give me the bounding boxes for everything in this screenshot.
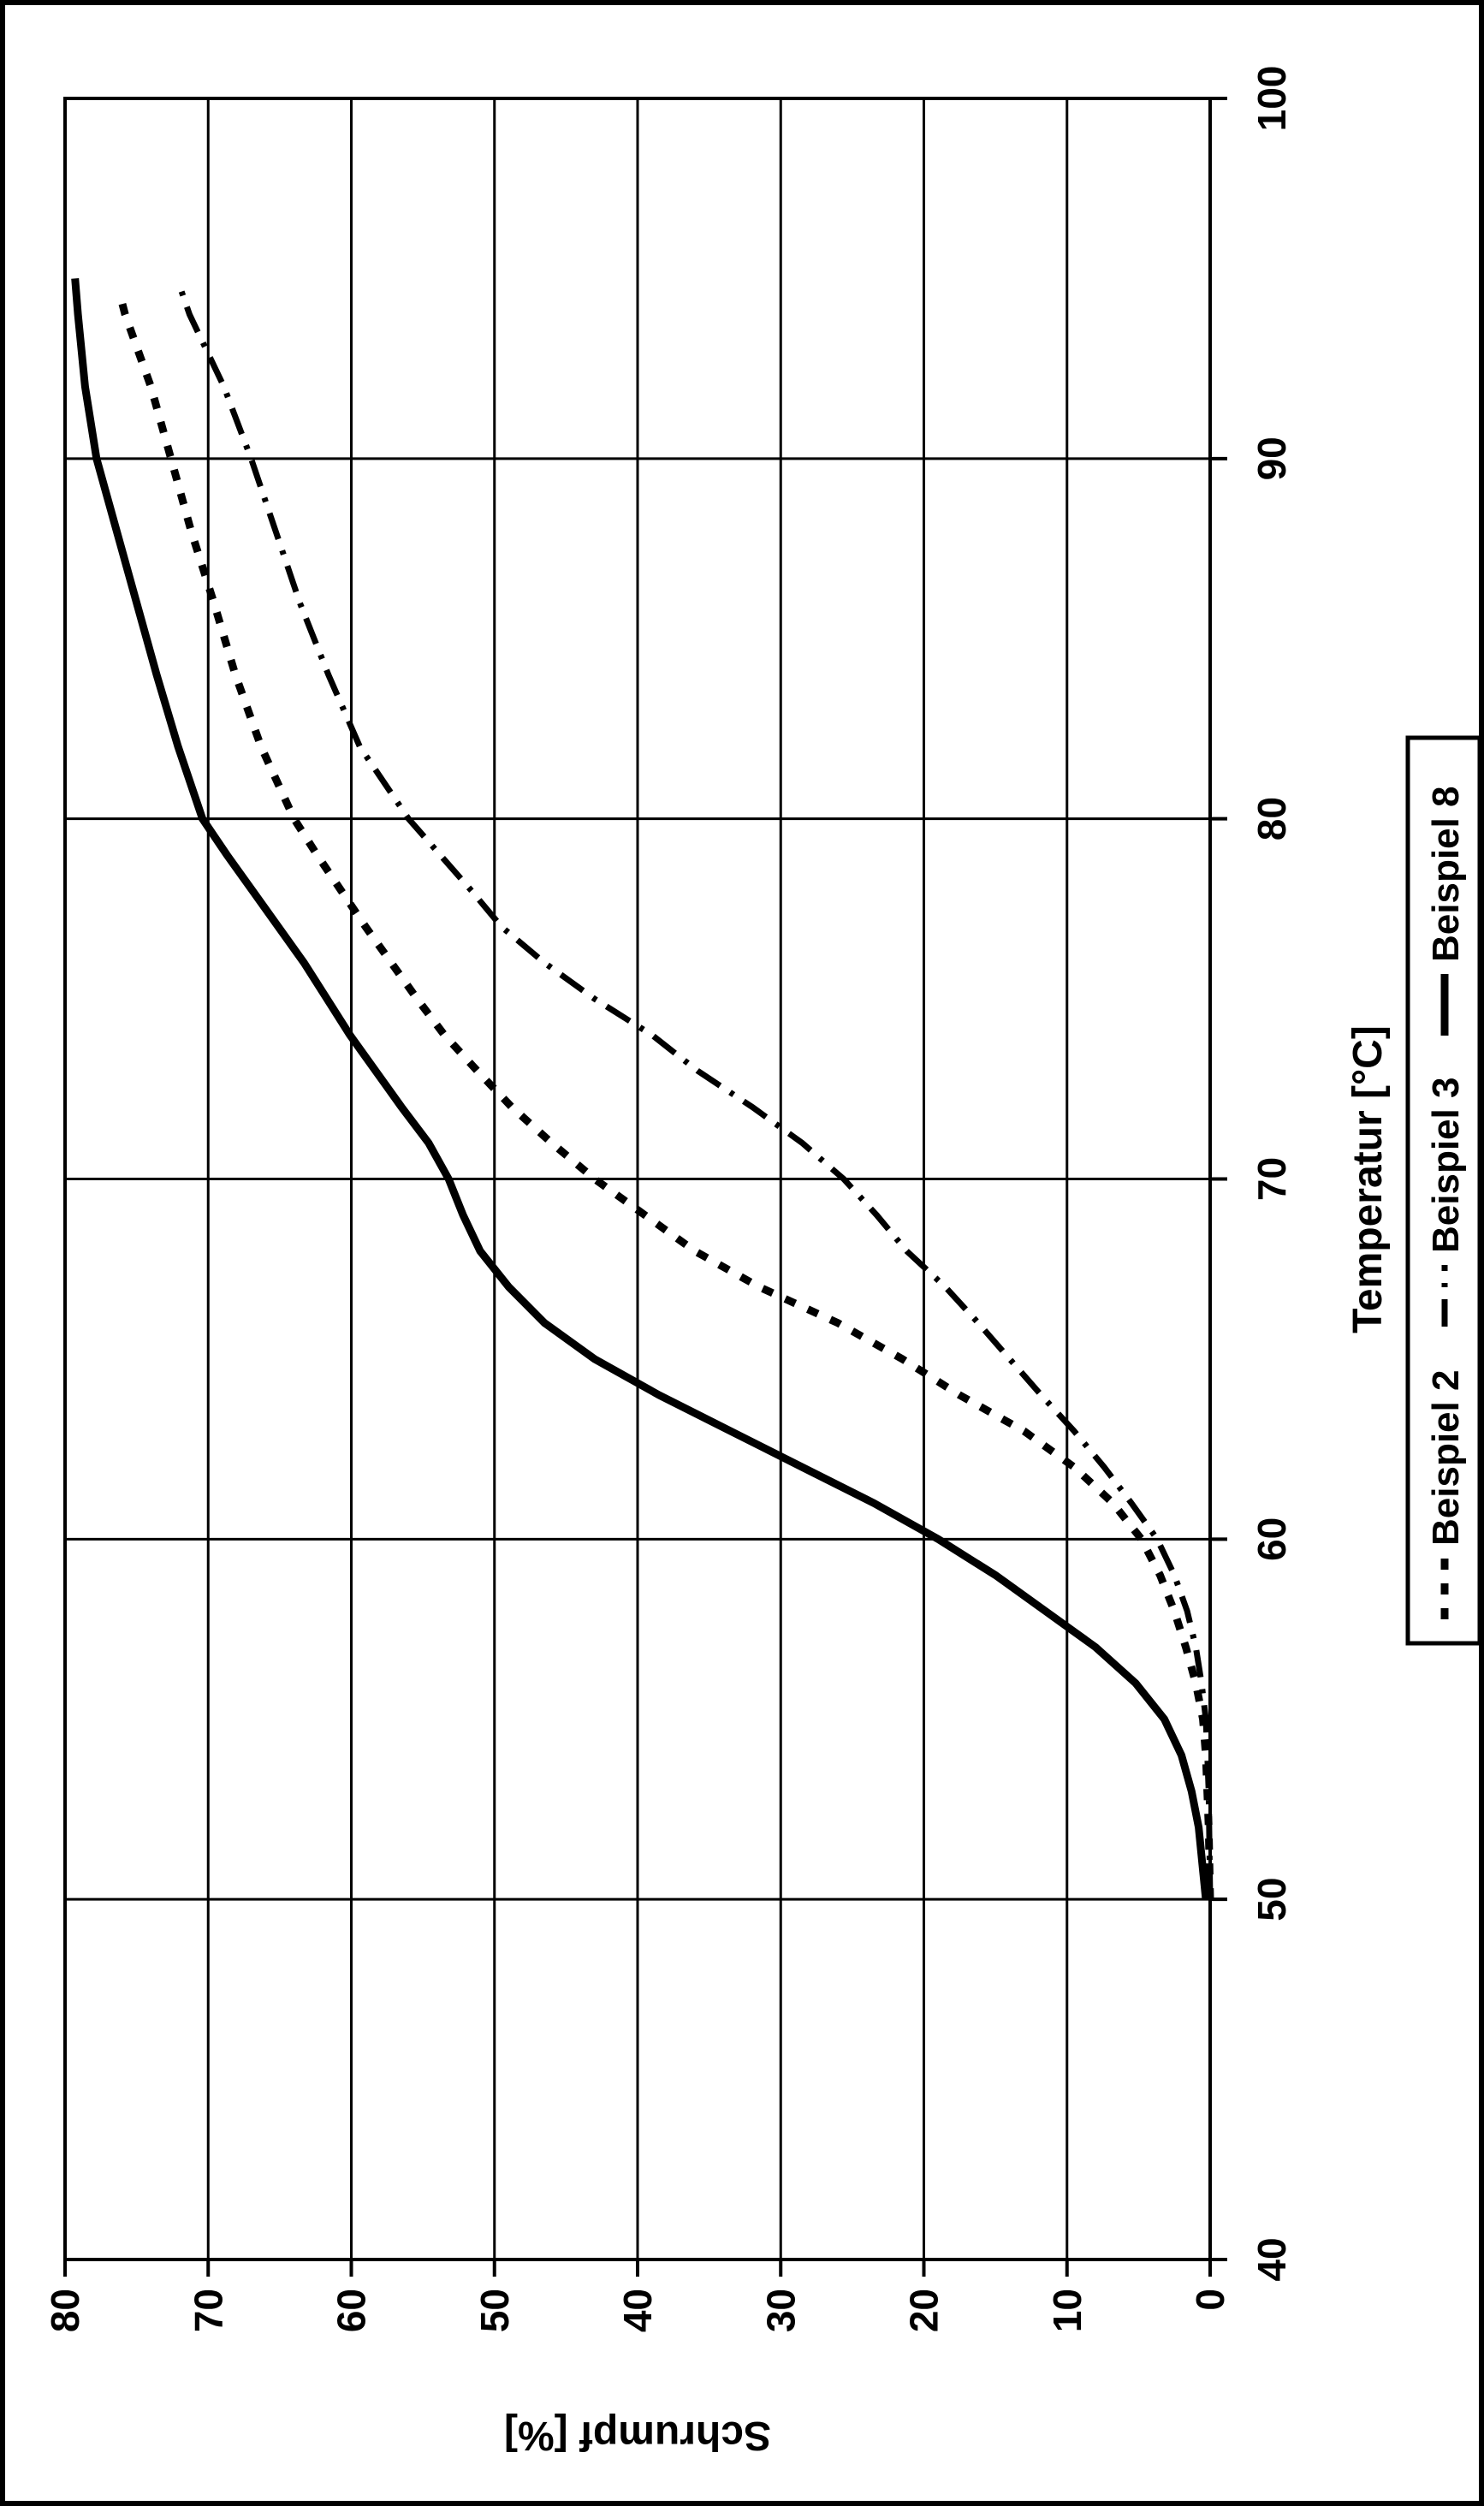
x-tick-label: 80 <box>1250 797 1294 840</box>
legend-label-beispiel-8: Beispiel 8 <box>1425 787 1467 962</box>
legend-label-beispiel-2: Beispiel 2 <box>1425 1370 1467 1546</box>
y-tick-label: 80 <box>43 2289 87 2332</box>
x-axis-title: Temperatur [°C] <box>1345 1025 1391 1333</box>
x-tick-label: 50 <box>1250 1878 1294 1921</box>
axis-ticks <box>63 97 1227 2277</box>
y-tick-label: 60 <box>329 2289 374 2332</box>
curve-beispiel-8 <box>71 278 1210 1900</box>
legend-label-beispiel-3: Beispiel 3 <box>1425 1078 1467 1253</box>
tick-labels: 40 50 60 70 80 90 100 0 10 20 30 40 50 60 70 80 <box>43 66 1294 2333</box>
y-tick-label: 0 <box>1188 2289 1232 2311</box>
x-tick-label: 60 <box>1250 1517 1294 1561</box>
y-tick-label: 50 <box>472 2289 517 2332</box>
x-tick-label: 70 <box>1250 1157 1294 1201</box>
curve-beispiel-2 <box>116 292 1214 1900</box>
y-tick-label: 70 <box>186 2289 230 2332</box>
y-tick-label: 10 <box>1045 2289 1089 2332</box>
gridlines <box>63 97 1212 2261</box>
x-tick-label: 100 <box>1250 66 1294 132</box>
y-axis-title: Schrumpf [%] <box>504 2413 771 2458</box>
data-curves <box>71 278 1214 1900</box>
legend-box: Beispiel 2 Beispiel 3 Beispiel 8 <box>1405 735 1482 1646</box>
curve-beispiel-3 <box>176 284 1214 1900</box>
y-tick-label: 30 <box>758 2289 803 2332</box>
y-tick-label: 20 <box>902 2289 947 2332</box>
x-tick-label: 40 <box>1250 2237 1294 2281</box>
x-tick-label: 90 <box>1250 436 1294 480</box>
chart-canvas: 40 50 60 70 80 90 100 0 10 20 30 40 50 60 70 80 Tempera… <box>43 66 1482 2458</box>
y-tick-label: 40 <box>615 2289 660 2332</box>
